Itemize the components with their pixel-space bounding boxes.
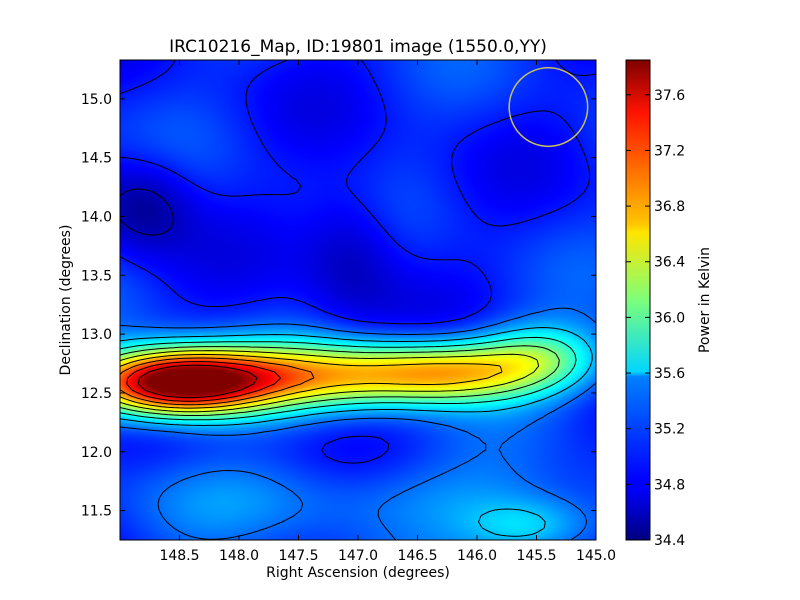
x-tick-label: 147.0 (338, 548, 378, 564)
x-axis-label: Right Ascension (degrees) (266, 565, 450, 581)
colorbar-tick-label: 34.4 (654, 533, 685, 549)
colorbar-tick-label: 36.0 (654, 310, 685, 326)
colorbar-tick-label: 35.2 (654, 422, 685, 438)
x-tick-label: 146.5 (397, 548, 437, 564)
colorbar (625, 59, 651, 541)
x-tick-label: 147.5 (278, 548, 318, 564)
y-tick-label: 14.0 (81, 209, 112, 225)
colorbar-label: Power in Kelvin (697, 247, 713, 353)
x-tick-label: 145.0 (576, 548, 616, 564)
colorbar-tick-label: 36.8 (654, 199, 685, 215)
y-tick-label: 12.0 (81, 445, 112, 461)
x-tick-label: 148.0 (219, 548, 259, 564)
chart-title: IRC10216_Map, ID:19801 image (1550.0,YY) (169, 37, 547, 57)
colorbar-tick-label: 34.8 (654, 477, 685, 493)
colorbar-ticks: 34.4 34.8 35.2 35.6 36.0 36.4 36.8 37.2 37.6 (626, 88, 685, 549)
beam-circle (508, 67, 589, 148)
y-axis-ticks: 11.5 12.0 12.5 13.0 13.5 14.0 14.5 15.0 (81, 92, 596, 520)
colorbar-tick-label: 36.4 (654, 255, 685, 271)
colorbar-tick-label: 35.6 (654, 366, 685, 382)
y-tick-label: 15.0 (81, 92, 112, 108)
y-tick-label: 13.5 (81, 268, 112, 284)
heatmap-image (120, 60, 596, 540)
contour-lines (120, 60, 596, 540)
x-tick-label: 145.5 (516, 548, 556, 564)
y-axis-label: Declination (degrees) (58, 225, 74, 376)
y-tick-label: 13.0 (81, 327, 112, 343)
colorbar-tick-label: 37.6 (654, 88, 685, 104)
x-tick-label: 146.0 (457, 548, 497, 564)
x-axis-ticks: 148.5 148.0 147.5 147.0 146.5 146.0 145.5 145.0 (159, 60, 616, 564)
y-tick-label: 14.5 (81, 151, 112, 167)
y-tick-label: 12.5 (81, 386, 112, 402)
colorbar-tick-label: 37.2 (654, 143, 685, 159)
y-tick-label: 11.5 (81, 504, 112, 520)
plot-area (120, 60, 596, 540)
contour-path (120, 60, 596, 540)
x-tick-label: 148.5 (159, 548, 199, 564)
